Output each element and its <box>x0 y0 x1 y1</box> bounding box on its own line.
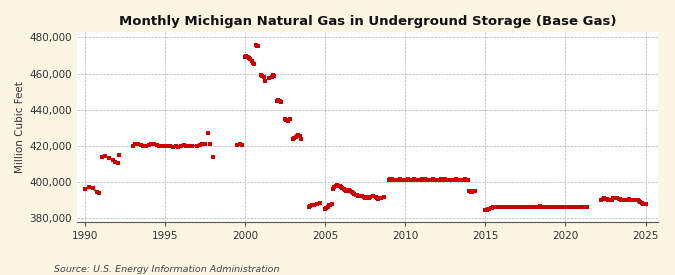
Text: Source: U.S. Energy Information Administration: Source: U.S. Energy Information Administ… <box>54 265 279 274</box>
Y-axis label: Million Cubic Feet: Million Cubic Feet <box>15 81 25 173</box>
Title: Monthly Michigan Natural Gas in Underground Storage (Base Gas): Monthly Michigan Natural Gas in Undergro… <box>119 15 616 28</box>
